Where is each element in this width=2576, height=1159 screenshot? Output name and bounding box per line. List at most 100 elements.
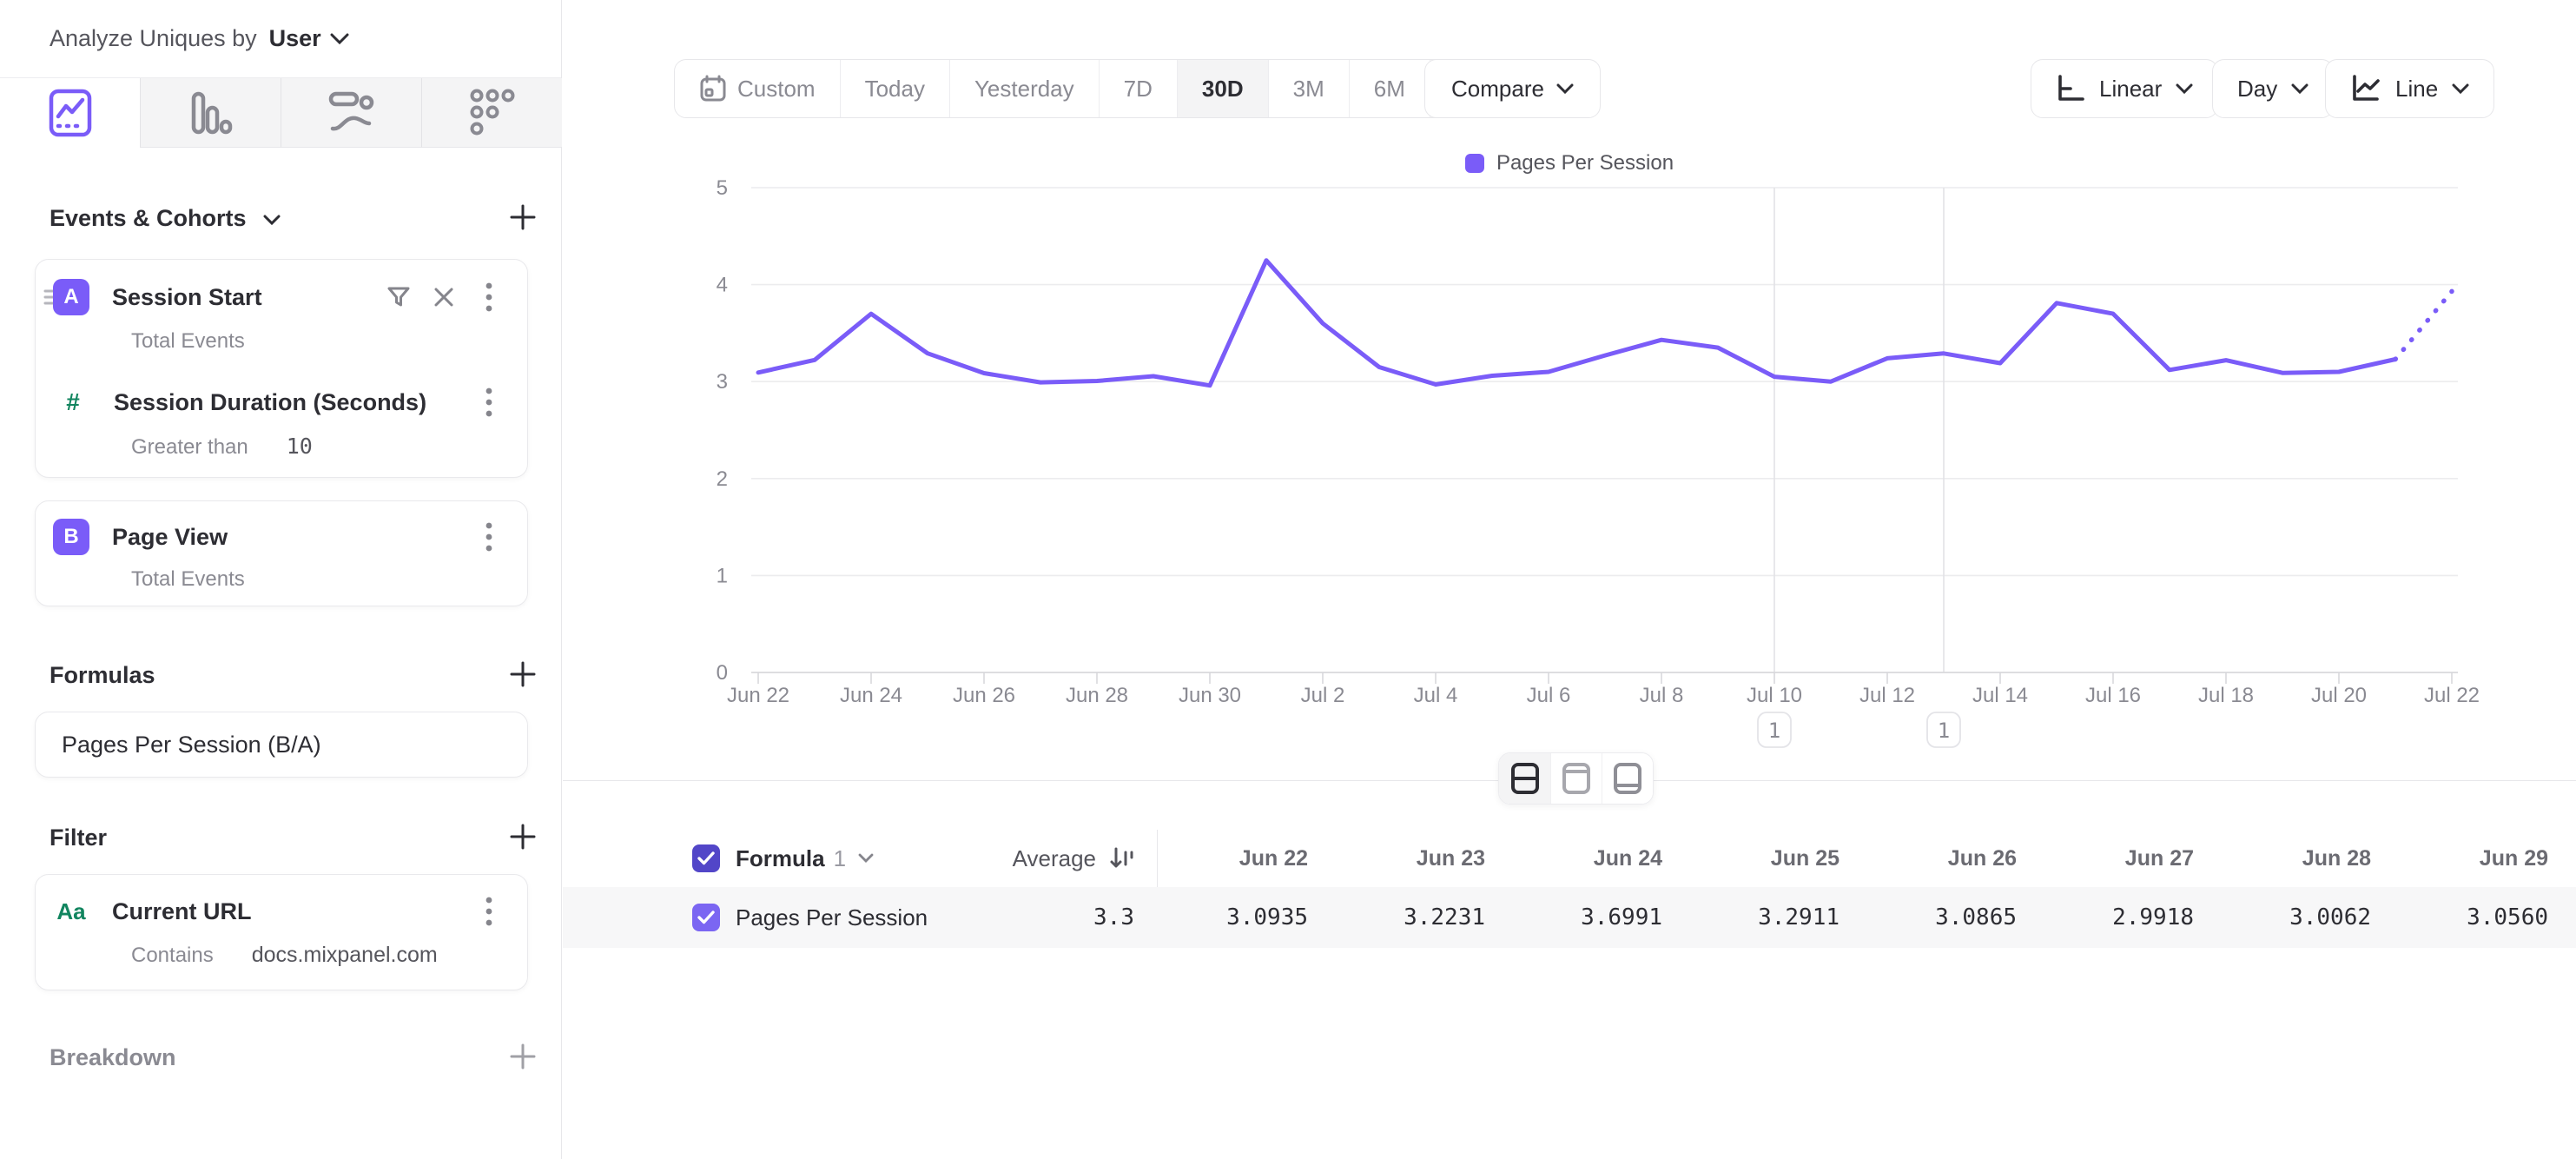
date-range-7d[interactable]: 7D [1098, 60, 1177, 117]
filter-icon[interactable] [381, 280, 416, 315]
column-header[interactable]: Jun 22 [1238, 845, 1308, 871]
event-card-page-view[interactable]: B Page View Total Events [35, 500, 528, 606]
event-letter-badge: B [53, 519, 89, 555]
tab-funnels[interactable] [140, 78, 281, 148]
close-icon [434, 288, 453, 307]
property-name[interactable]: Session Duration (Seconds) [114, 388, 427, 415]
filter-operator[interactable]: Contains [131, 944, 214, 967]
row-checkbox[interactable] [692, 904, 720, 931]
interval-dropdown[interactable]: Day [2212, 59, 2335, 118]
tab-retention[interactable] [421, 78, 562, 148]
date-range-control: CustomTodayYesterday7D30D3M6M12M [674, 59, 1524, 118]
filter-card[interactable]: Aa Current URL Contains docs.mixpanel.co… [35, 874, 528, 990]
cell-value: 3.2231 [1404, 904, 1485, 931]
column-header[interactable]: Jun 25 [1770, 845, 1840, 871]
series-line[interactable] [756, 258, 2398, 388]
column-header[interactable]: Jun 27 [2124, 845, 2194, 871]
chart-type-dropdown[interactable]: Line [2325, 59, 2495, 118]
x-axis-tick-label: Jun 22 [727, 684, 789, 707]
split-view-icon [1510, 763, 1539, 794]
property-operator[interactable]: Greater than [131, 435, 248, 459]
add-formula-button[interactable] [504, 655, 542, 693]
x-axis-tick-label: Jun 26 [953, 684, 1015, 707]
cell-value: 3.6991 [1581, 904, 1662, 931]
x-axis-tick-label: Jul 14 [1972, 684, 2028, 707]
property-options-icon[interactable] [472, 385, 506, 420]
x-axis-tick-label: Jul 4 [1414, 684, 1458, 707]
series-name[interactable]: Pages Per Session [736, 904, 928, 931]
chart-legend[interactable]: Pages Per Session [563, 148, 2576, 179]
legend-label: Pages Per Session [1496, 151, 1674, 175]
insights-line-chart-icon [49, 89, 91, 136]
kebab-menu-icon [485, 897, 492, 926]
event-name[interactable]: Session Start [112, 283, 262, 310]
property-value[interactable]: 10 [286, 434, 313, 459]
remove-event-icon[interactable] [426, 280, 461, 315]
query-builder-sidebar: Analyze Uniques by User [0, 0, 562, 1159]
event-measurement[interactable]: Total Events [131, 329, 245, 353]
x-axis-tick-label: Jul 2 [1301, 684, 1345, 707]
split-view-button[interactable] [1499, 753, 1550, 804]
x-axis-tick-label: Jul 22 [2424, 684, 2480, 707]
event-name[interactable]: Page View [112, 523, 228, 550]
sort-descending-icon[interactable] [1108, 845, 1134, 871]
event-options-icon[interactable] [472, 520, 506, 554]
view-toggle [1498, 752, 1654, 805]
column-header[interactable]: Jun 29 [2479, 845, 2548, 871]
event-card-session-start[interactable]: A Session Start Total Events # Session D… [35, 259, 528, 478]
date-column-headers: Jun 22 Jun 23 Jun 24 Jun 25 Jun 26 Jun 27 Jun … [1157, 830, 2576, 887]
chevron-down-icon[interactable] [858, 853, 874, 864]
date-range-6m[interactable]: 6M [1348, 60, 1430, 117]
line-chart[interactable]: 0 1 2 3 4 5 Jun 22 Jun 24 Jun 26 Jun 28 Jun 30 Jul … [563, 122, 2576, 756]
add-event-button[interactable] [504, 198, 542, 236]
x-axis-tick-label: Jul 8 [1640, 684, 1684, 707]
filter-value[interactable]: docs.mixpanel.com [251, 943, 438, 967]
table-view-button[interactable] [1602, 753, 1653, 804]
average-column-header[interactable]: Average [1012, 844, 1096, 871]
date-range-3m[interactable]: 3M [1267, 60, 1349, 117]
group-number: 1 [833, 844, 847, 871]
table-data-row[interactable]: Pages Per Session 3.3 3.0935 3.2231 3.6991… [563, 887, 2576, 948]
select-all-checkbox[interactable] [692, 844, 720, 872]
analyze-by-dropdown[interactable]: User [269, 25, 349, 52]
analyze-by-value: User [268, 25, 321, 51]
tab-insights[interactable] [0, 78, 140, 148]
compare-button[interactable]: Compare [1424, 59, 1601, 118]
filter-options-icon[interactable] [472, 894, 506, 929]
calendar-icon [700, 75, 726, 102]
add-breakdown-button[interactable] [504, 1037, 542, 1076]
chevron-down-icon[interactable] [263, 215, 281, 226]
chevron-down-icon [2291, 83, 2308, 94]
tab-flows[interactable] [281, 78, 421, 148]
column-header[interactable]: Jun 23 [1416, 845, 1485, 871]
column-header[interactable]: Jun 28 [2302, 845, 2371, 871]
check-icon [697, 911, 715, 924]
add-filter-button[interactable] [504, 818, 542, 856]
date-range-today[interactable]: Today [839, 60, 949, 117]
line-chart-icon [2353, 75, 2380, 101]
chart-view-button[interactable] [1550, 753, 1602, 804]
date-range-30d[interactable]: 30D [1176, 60, 1268, 117]
date-range-yesterday[interactable]: Yesterday [948, 60, 1099, 117]
filter-property-name[interactable]: Current URL [112, 897, 252, 924]
date-range-custom[interactable]: Custom [675, 60, 840, 117]
column-header[interactable]: Jun 24 [1593, 845, 1662, 871]
formula-name[interactable]: Pages Per Session (B/A) [62, 731, 321, 758]
breakdown-header: Breakdown [50, 1044, 176, 1070]
annotation-count: 1 [1768, 719, 1780, 743]
annotation-count: 1 [1938, 719, 1950, 743]
scale-dropdown[interactable]: Linear [2031, 59, 2219, 118]
kebab-menu-icon [485, 282, 492, 312]
group-label[interactable]: Formula [736, 844, 825, 871]
event-options-icon[interactable] [472, 280, 506, 315]
annotation-badge[interactable] [1757, 712, 1792, 748]
column-header[interactable]: Jun 26 [1947, 845, 2017, 871]
analyze-header: Analyze Uniques by User [0, 0, 561, 78]
chevron-down-icon [2176, 83, 2193, 94]
legend-swatch [1464, 154, 1484, 173]
event-measurement[interactable]: Total Events [131, 567, 245, 591]
formula-card[interactable]: Pages Per Session (B/A) [35, 712, 528, 778]
series-line-incomplete [2393, 288, 2454, 362]
annotation-badge[interactable] [1926, 712, 1961, 748]
x-axis-tick-label: Jun 24 [840, 684, 902, 707]
